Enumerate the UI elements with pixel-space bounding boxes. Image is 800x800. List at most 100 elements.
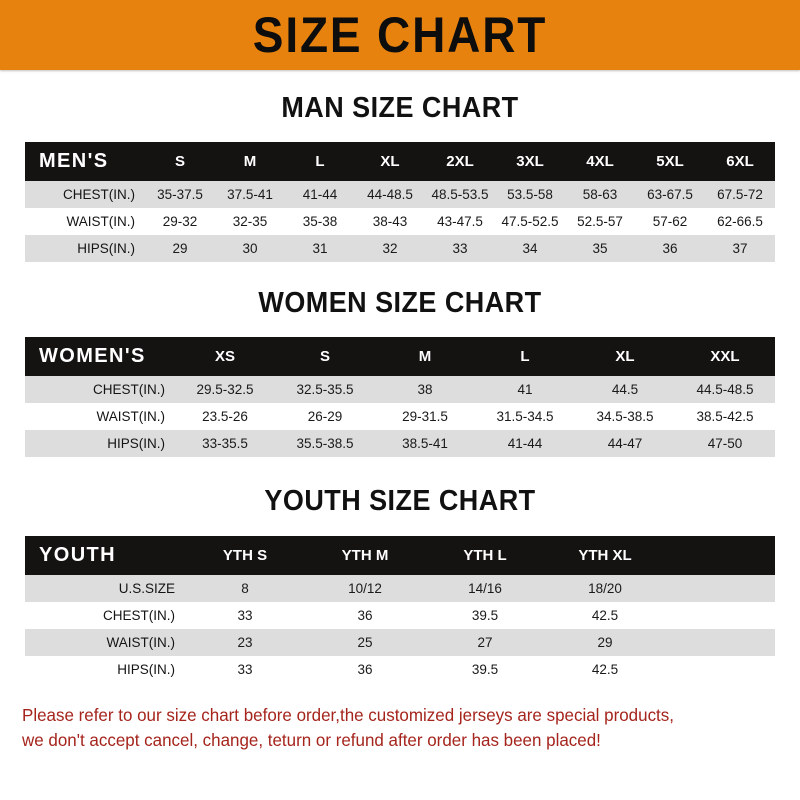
youth-cell: 29 bbox=[545, 629, 665, 656]
women-cell: 32.5-35.5 bbox=[275, 376, 375, 403]
table-row: CHEST(IN.) 33 36 39.5 42.5 bbox=[25, 602, 775, 629]
man-cell: 38-43 bbox=[355, 208, 425, 235]
man-column-header: 3XL bbox=[516, 153, 544, 170]
women-column-header: L bbox=[520, 348, 530, 365]
man-row-label: WAIST(IN.) bbox=[25, 208, 145, 235]
man-header-row: MEN'S S M L XL 2XL 3XL 4XL 5XL 6XL bbox=[25, 142, 775, 181]
man-row-label: CHEST(IN.) bbox=[25, 181, 145, 208]
man-cell: 41-44 bbox=[285, 181, 355, 208]
women-section-title: WOMEN SIZE CHART bbox=[258, 287, 542, 319]
women-header-label: WOMEN'S bbox=[39, 345, 146, 367]
women-cell: 44.5-48.5 bbox=[675, 376, 775, 403]
man-cell: 62-66.5 bbox=[705, 208, 775, 235]
man-cell: 67.5-72 bbox=[705, 181, 775, 208]
women-row-label: WAIST(IN.) bbox=[25, 403, 175, 430]
man-cell: 52.5-57 bbox=[565, 208, 635, 235]
man-cell: 34 bbox=[495, 235, 565, 262]
women-cell: 38.5-42.5 bbox=[675, 403, 775, 430]
women-cell: 47-50 bbox=[675, 430, 775, 457]
table-row: CHEST(IN.) 29.5-32.5 32.5-35.5 38 41 44.5 44.5… bbox=[25, 376, 775, 403]
table-row: WAIST(IN.) 23.5-26 26-29 29-31.5 31.5-34.5 34… bbox=[25, 403, 775, 430]
women-header-row: WOMEN'S XS S M L XL XXL bbox=[25, 337, 775, 376]
youth-row-label: CHEST(IN.) bbox=[25, 602, 185, 629]
youth-cell: 10/12 bbox=[305, 575, 425, 602]
women-column-header: XXL bbox=[710, 348, 740, 365]
youth-cell-spacer bbox=[665, 629, 775, 656]
order-policy-note: Please refer to our size chart before or… bbox=[22, 703, 755, 754]
youth-size-section: YOUTH SIZE CHART YOUTH YTH S YTH M YTH L YTH… bbox=[0, 485, 800, 683]
man-cell: 32 bbox=[355, 235, 425, 262]
man-column-header: 4XL bbox=[586, 153, 614, 170]
man-cell: 35 bbox=[565, 235, 635, 262]
women-cell: 33-35.5 bbox=[175, 430, 275, 457]
man-cell: 36 bbox=[635, 235, 705, 262]
man-cell: 58-63 bbox=[565, 181, 635, 208]
youth-column-header: YTH L bbox=[463, 547, 507, 564]
youth-cell: 8 bbox=[185, 575, 305, 602]
youth-cell: 27 bbox=[425, 629, 545, 656]
women-column-header: S bbox=[319, 348, 330, 365]
man-section-title: MAN SIZE CHART bbox=[281, 92, 519, 124]
youth-cell: 42.5 bbox=[545, 602, 665, 629]
man-size-section: MAN SIZE CHART MEN'S S M L XL 2XL 3XL 4XL 5XL 6XL… bbox=[0, 92, 800, 262]
youth-size-table: YOUTH YTH S YTH M YTH L YTH XL U.S.SIZE 8 10/12… bbox=[25, 536, 775, 683]
women-cell: 29.5-32.5 bbox=[175, 376, 275, 403]
man-cell: 37.5-41 bbox=[215, 181, 285, 208]
youth-cell: 18/20 bbox=[545, 575, 665, 602]
man-cell: 47.5-52.5 bbox=[495, 208, 565, 235]
man-cell: 29-32 bbox=[145, 208, 215, 235]
women-cell: 44-47 bbox=[575, 430, 675, 457]
women-row-label: CHEST(IN.) bbox=[25, 376, 175, 403]
youth-cell: 36 bbox=[305, 656, 425, 683]
women-column-header: XL bbox=[615, 348, 635, 365]
man-row-label: HIPS(IN.) bbox=[25, 235, 145, 262]
man-cell: 57-62 bbox=[635, 208, 705, 235]
table-row: U.S.SIZE 8 10/12 14/16 18/20 bbox=[25, 575, 775, 602]
women-cell: 44.5 bbox=[575, 376, 675, 403]
women-cell: 29-31.5 bbox=[375, 403, 475, 430]
youth-header-row: YOUTH YTH S YTH M YTH L YTH XL bbox=[25, 536, 775, 575]
youth-cell: 33 bbox=[185, 602, 305, 629]
table-row: CHEST(IN.) 35-37.5 37.5-41 41-44 44-48.5 48.5… bbox=[25, 181, 775, 208]
man-cell: 37 bbox=[705, 235, 775, 262]
youth-cell: 14/16 bbox=[425, 575, 545, 602]
man-column-header: 5XL bbox=[656, 153, 684, 170]
youth-row-label: HIPS(IN.) bbox=[25, 656, 185, 683]
table-row: HIPS(IN.) 29 30 31 32 33 34 35 36 37 bbox=[25, 235, 775, 262]
man-column-header: S bbox=[174, 153, 185, 170]
man-column-header: XL bbox=[380, 153, 400, 170]
man-column-header: M bbox=[243, 153, 257, 170]
man-cell: 32-35 bbox=[215, 208, 285, 235]
size-chart-banner: SIZE CHART bbox=[0, 0, 800, 70]
youth-cell-spacer bbox=[665, 602, 775, 629]
youth-column-header: YTH S bbox=[222, 547, 268, 564]
women-cell: 34.5-38.5 bbox=[575, 403, 675, 430]
man-cell: 30 bbox=[215, 235, 285, 262]
women-size-section: WOMEN SIZE CHART WOMEN'S XS S M L XL XXL CHEST(… bbox=[0, 287, 800, 457]
youth-cell-spacer bbox=[665, 575, 775, 602]
youth-cell: 36 bbox=[305, 602, 425, 629]
youth-header-spacer bbox=[665, 536, 775, 575]
women-cell: 31.5-34.5 bbox=[475, 403, 575, 430]
youth-cell: 39.5 bbox=[425, 656, 545, 683]
women-column-header: XS bbox=[214, 348, 235, 365]
page-title: SIZE CHART bbox=[252, 7, 548, 63]
man-cell: 43-47.5 bbox=[425, 208, 495, 235]
man-cell: 31 bbox=[285, 235, 355, 262]
youth-header-label: YOUTH bbox=[39, 544, 116, 566]
youth-cell: 25 bbox=[305, 629, 425, 656]
women-column-header: M bbox=[418, 348, 432, 365]
women-cell: 38 bbox=[375, 376, 475, 403]
women-cell: 26-29 bbox=[275, 403, 375, 430]
man-column-header: L bbox=[315, 153, 325, 170]
man-cell: 48.5-53.5 bbox=[425, 181, 495, 208]
table-row: HIPS(IN.) 33 36 39.5 42.5 bbox=[25, 656, 775, 683]
man-cell: 44-48.5 bbox=[355, 181, 425, 208]
women-cell: 23.5-26 bbox=[175, 403, 275, 430]
youth-cell: 23 bbox=[185, 629, 305, 656]
table-row: WAIST(IN.) 23 25 27 29 bbox=[25, 629, 775, 656]
women-row-label: HIPS(IN.) bbox=[25, 430, 175, 457]
women-cell: 35.5-38.5 bbox=[275, 430, 375, 457]
order-policy-note-line1: Please refer to our size chart before or… bbox=[22, 705, 674, 725]
women-cell: 38.5-41 bbox=[375, 430, 475, 457]
